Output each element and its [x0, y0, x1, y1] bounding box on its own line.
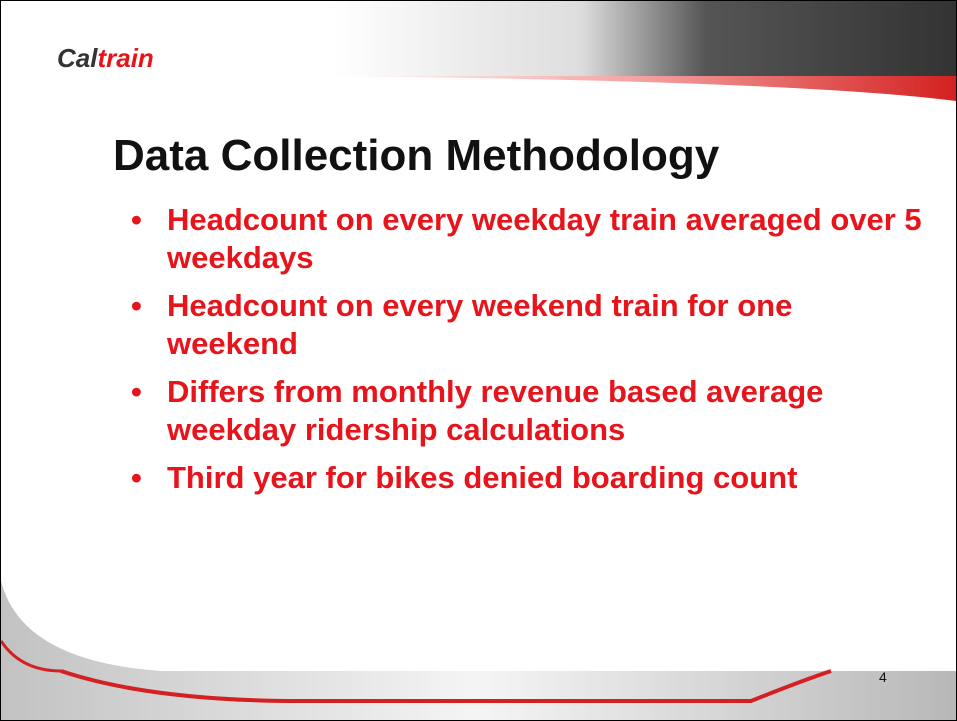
bullet: Headcount on every weekend train for one…: [131, 287, 931, 363]
bullet: Differs from monthly revenue based avera…: [131, 373, 931, 449]
bullet: Headcount on every weekday train average…: [131, 201, 931, 277]
logo-part: train: [97, 43, 154, 73]
logo-part: Cal: [57, 43, 98, 73]
page-number: 4: [879, 669, 887, 685]
logo: Caltrain: [57, 43, 154, 74]
bullet: Third year for bikes denied boarding cou…: [131, 459, 931, 497]
slide-title: Data Collection Methodology: [113, 131, 720, 180]
bullet-list: Headcount on every weekday train average…: [131, 201, 931, 507]
